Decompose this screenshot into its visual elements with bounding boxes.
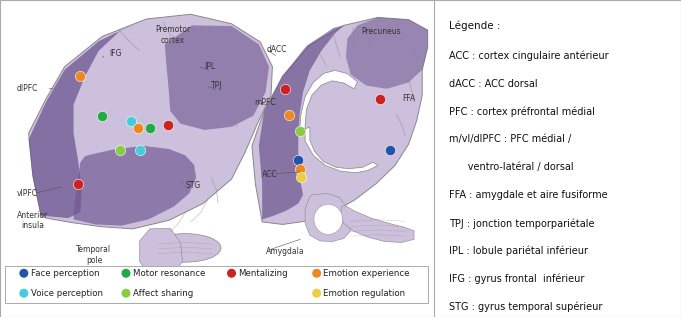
Text: FFA: FFA — [402, 94, 415, 103]
Text: Emotion experience: Emotion experience — [323, 269, 410, 278]
Polygon shape — [340, 206, 414, 243]
Text: STG: STG — [185, 181, 200, 190]
Text: IFG: IFG — [109, 49, 121, 58]
Polygon shape — [300, 70, 378, 173]
Text: Face perception: Face perception — [31, 269, 99, 278]
Ellipse shape — [150, 234, 221, 262]
Point — [279, 87, 290, 92]
Ellipse shape — [314, 204, 343, 235]
Text: STG : gyrus temporal supérieur: STG : gyrus temporal supérieur — [449, 302, 603, 312]
Text: dACC : ACC dorsal: dACC : ACC dorsal — [449, 79, 538, 89]
Point — [97, 113, 108, 118]
Text: m/vl/dlPFC : PFC médial /: m/vl/dlPFC : PFC médial / — [449, 134, 572, 145]
Text: Precuneus: Precuneus — [361, 27, 400, 36]
Text: dlPFC: dlPFC — [17, 84, 38, 93]
Text: Affect sharing: Affect sharing — [133, 289, 193, 298]
Text: Anterior
insula: Anterior insula — [17, 210, 48, 230]
Polygon shape — [74, 146, 196, 226]
Text: TPJ: TPJ — [211, 81, 223, 90]
Text: Mentalizing: Mentalizing — [238, 269, 288, 278]
Text: ventro-latéral / dorsal: ventro-latéral / dorsal — [449, 162, 574, 172]
Point — [296, 174, 306, 179]
Point — [75, 74, 86, 79]
Polygon shape — [140, 228, 183, 274]
Text: Premotor
cortex: Premotor cortex — [155, 25, 191, 45]
Polygon shape — [252, 17, 428, 224]
Polygon shape — [305, 193, 351, 242]
Point — [114, 147, 125, 152]
Polygon shape — [346, 17, 428, 89]
Point — [311, 291, 322, 296]
Text: Temporal
pole: Temporal pole — [76, 245, 112, 265]
Text: ACC: ACC — [262, 170, 278, 179]
Point — [144, 126, 155, 131]
Polygon shape — [29, 25, 133, 218]
Point — [283, 112, 294, 117]
Text: PFC : cortex préfrontal médial: PFC : cortex préfrontal médial — [449, 107, 595, 117]
Point — [135, 147, 146, 152]
Point — [132, 126, 143, 131]
Polygon shape — [165, 25, 269, 130]
Point — [72, 182, 83, 187]
Text: IPL : lobule pariétal inférieur: IPL : lobule pariétal inférieur — [449, 246, 588, 256]
Point — [125, 119, 136, 124]
Text: Amygdala: Amygdala — [266, 247, 304, 256]
Point — [294, 128, 305, 133]
Text: IPL: IPL — [204, 62, 215, 71]
Polygon shape — [29, 14, 272, 229]
Point — [162, 123, 173, 128]
Point — [293, 158, 304, 163]
Text: FFA : amygdale et aire fusiforme: FFA : amygdale et aire fusiforme — [449, 190, 608, 200]
Point — [311, 271, 322, 276]
Text: vlPFC: vlPFC — [17, 189, 38, 198]
Point — [121, 271, 131, 276]
Point — [121, 291, 131, 296]
Point — [18, 271, 29, 276]
Text: ACC : cortex cingulaire antérieur: ACC : cortex cingulaire antérieur — [449, 51, 609, 61]
Text: Motor resonance: Motor resonance — [133, 269, 205, 278]
Text: dACC: dACC — [267, 45, 287, 54]
Text: TPJ : jonction temporpariétale: TPJ : jonction temporpariétale — [449, 218, 595, 229]
Text: Légende :: Légende : — [449, 21, 501, 31]
Text: Emotion regulation: Emotion regulation — [323, 289, 406, 298]
Polygon shape — [259, 25, 344, 219]
Point — [295, 166, 306, 171]
Point — [384, 147, 395, 152]
Point — [375, 96, 385, 101]
Text: mPFC: mPFC — [255, 98, 276, 107]
Text: IFG : gyrus frontal  inférieur: IFG : gyrus frontal inférieur — [449, 274, 585, 284]
Point — [18, 291, 29, 296]
Point — [226, 271, 237, 276]
FancyBboxPatch shape — [5, 266, 428, 303]
Text: Voice perception: Voice perception — [31, 289, 103, 298]
